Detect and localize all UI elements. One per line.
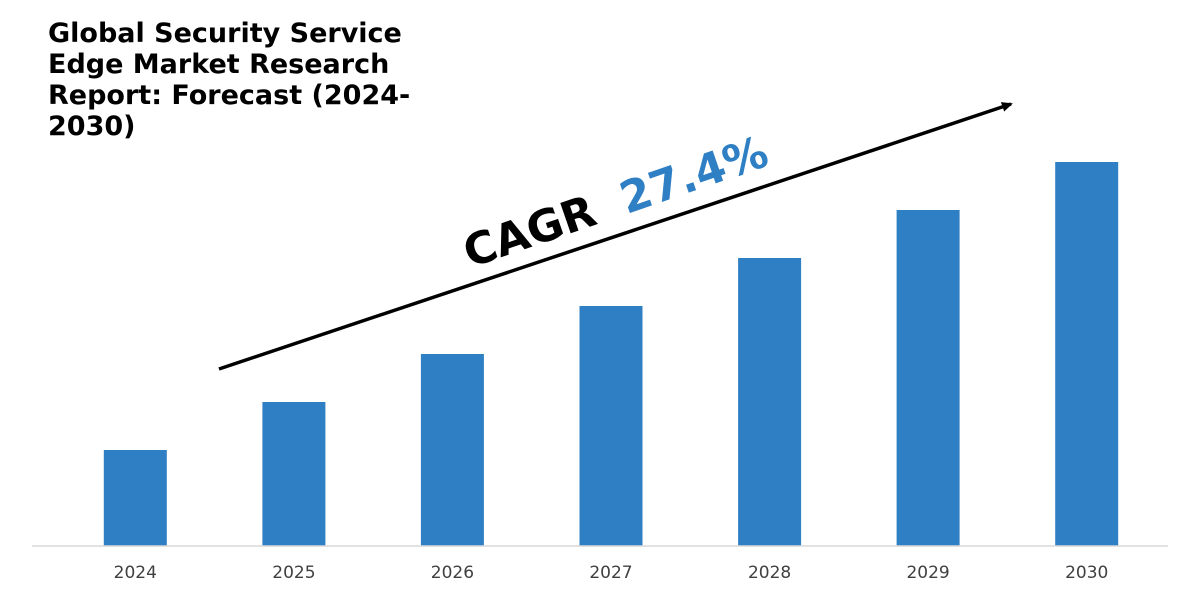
bars-group	[103, 162, 1119, 546]
x-tick-label-2029: 2029	[906, 563, 949, 583]
x-tick-label-2024: 2024	[114, 563, 157, 583]
cagr-annotation: CAGR 27.4%	[457, 127, 775, 279]
x-tick-label-2025: 2025	[272, 563, 315, 583]
bar-2026	[420, 354, 484, 546]
x-tick-label-2028: 2028	[748, 563, 791, 583]
x-tick-label-2030: 2030	[1065, 563, 1108, 583]
x-tick-labels: 2024 2025 2026 2027 2028 2029 2030	[114, 563, 1109, 583]
bar-2030	[1055, 162, 1119, 546]
x-tick-label-2027: 2027	[589, 563, 632, 583]
chart-title: Global Security Service Edge Market Rese…	[48, 18, 411, 142]
trend-arrow	[218, 102, 1013, 371]
bar-2024	[103, 450, 167, 546]
bar-2027	[579, 306, 643, 546]
bar-2029	[896, 210, 960, 546]
bar-2025	[262, 402, 326, 546]
bar-2028	[738, 258, 802, 546]
x-tick-label-2026: 2026	[431, 563, 474, 583]
